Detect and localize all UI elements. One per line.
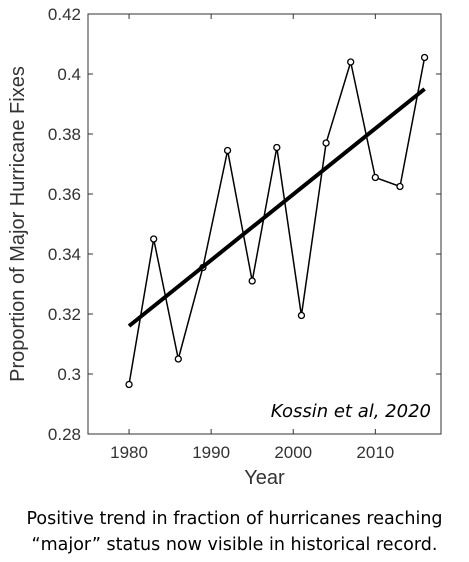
data-point [125, 380, 133, 389]
series-line [128, 57, 426, 385]
data-point [174, 355, 182, 363]
caption-line-1: Positive trend in fraction of hurricanes… [26, 509, 443, 529]
x-axis-label: Year [244, 467, 285, 489]
y-tick-label: 0.28 [48, 425, 81, 444]
y-tick-label: 0.38 [48, 125, 81, 144]
data-point [223, 146, 232, 155]
x-tick-label: 2010 [356, 443, 394, 462]
y-tick-label: 0.3 [57, 365, 81, 384]
x-tick-label: 2000 [274, 443, 312, 462]
x-tick-label: 1990 [192, 443, 230, 462]
citation-annotation: Kossin et al, 2020 [271, 401, 431, 422]
y-tick-label: 0.32 [48, 305, 81, 324]
y-axis-ticks: 0.28 0.3 0.32 0.34 0.36 0.38 0.4 0.42 [48, 5, 441, 444]
data-point [273, 143, 281, 152]
y-tick-label: 0.42 [48, 5, 81, 24]
x-tick-label: 1980 [110, 443, 148, 462]
figure-caption: Positive trend in fraction of hurricanes… [0, 506, 469, 558]
y-axis-label: Proportion of Major Hurricane Fixes [7, 66, 29, 382]
trend-series [127, 87, 426, 328]
plot-area-frame [87, 13, 442, 435]
data-point [322, 139, 330, 147]
trend-line [127, 87, 426, 328]
data-point [150, 235, 158, 243]
data-point [248, 277, 256, 285]
data-point [297, 311, 306, 320]
data-point [396, 182, 404, 191]
caption-line-2: “major” status now visible in historical… [31, 535, 438, 555]
data-point [347, 58, 355, 66]
data-series [125, 53, 429, 389]
y-tick-label: 0.4 [57, 65, 81, 84]
y-tick-label: 0.34 [48, 245, 81, 264]
data-point [420, 53, 429, 62]
x-axis-ticks: 1980 1990 2000 2010 [110, 14, 394, 462]
chart: 0.28 0.3 0.32 0.34 0.36 0.38 0.4 0.42 1980 1990 2… [7, 5, 442, 489]
y-tick-label: 0.36 [48, 185, 81, 204]
data-point [371, 173, 379, 182]
